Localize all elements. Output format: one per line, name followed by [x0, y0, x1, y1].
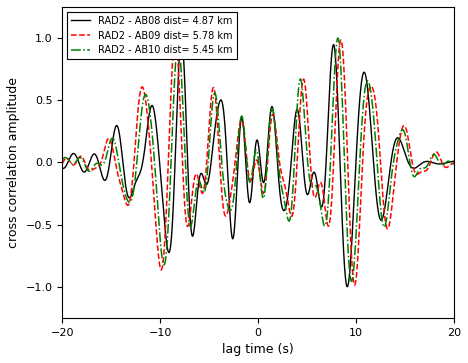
- RAD2 - AB10 dist= 5.45 km: [246, 175, 251, 179]
- RAD2 - AB10 dist= 5.45 km: [439, 163, 445, 167]
- RAD2 - AB10 dist= 5.45 km: [344, 223, 350, 228]
- RAD2 - AB09 dist= 5.78 km: [224, 212, 230, 216]
- RAD2 - AB09 dist= 5.78 km: [451, 160, 457, 165]
- RAD2 - AB09 dist= 5.78 km: [59, 162, 65, 166]
- RAD2 - AB09 dist= 5.78 km: [344, 138, 350, 142]
- RAD2 - AB10 dist= 5.45 km: [349, 279, 354, 284]
- RAD2 - AB10 dist= 5.45 km: [335, 36, 341, 40]
- RAD2 - AB08 dist= 4.87 km: [451, 159, 457, 163]
- RAD2 - AB09 dist= 5.78 km: [352, 283, 358, 287]
- Line: RAD2 - AB10 dist= 5.45 km: RAD2 - AB10 dist= 5.45 km: [62, 38, 454, 281]
- RAD2 - AB08 dist= 4.87 km: [420, 160, 425, 165]
- RAD2 - AB10 dist= 5.45 km: [420, 166, 425, 170]
- RAD2 - AB08 dist= 4.87 km: [179, 36, 184, 40]
- Y-axis label: cross correlation amplitude: cross correlation amplitude: [7, 77, 20, 248]
- Legend: RAD2 - AB08 dist= 4.87 km, RAD2 - AB09 dist= 5.78 km, RAD2 - AB10 dist= 5.45 km: RAD2 - AB08 dist= 4.87 km, RAD2 - AB09 d…: [67, 12, 237, 59]
- RAD2 - AB08 dist= 4.87 km: [439, 162, 445, 166]
- RAD2 - AB10 dist= 5.45 km: [59, 158, 65, 162]
- RAD2 - AB08 dist= 4.87 km: [59, 166, 65, 170]
- Line: RAD2 - AB09 dist= 5.78 km: RAD2 - AB09 dist= 5.78 km: [62, 38, 454, 285]
- Line: RAD2 - AB08 dist= 4.87 km: RAD2 - AB08 dist= 4.87 km: [62, 38, 454, 287]
- RAD2 - AB09 dist= 5.78 km: [173, 36, 178, 40]
- RAD2 - AB10 dist= 5.45 km: [224, 200, 230, 204]
- RAD2 - AB08 dist= 4.87 km: [224, 156, 230, 160]
- RAD2 - AB09 dist= 5.78 km: [439, 161, 445, 165]
- RAD2 - AB10 dist= 5.45 km: [451, 162, 457, 167]
- RAD2 - AB09 dist= 5.78 km: [246, 171, 251, 176]
- RAD2 - AB09 dist= 5.78 km: [420, 169, 425, 174]
- RAD2 - AB10 dist= 5.45 km: [227, 208, 233, 212]
- RAD2 - AB08 dist= 4.87 km: [227, 214, 233, 218]
- RAD2 - AB09 dist= 5.78 km: [227, 197, 233, 201]
- RAD2 - AB08 dist= 4.87 km: [344, 284, 350, 289]
- RAD2 - AB08 dist= 4.87 km: [344, 285, 350, 289]
- X-axis label: lag time (s): lag time (s): [222, 343, 294, 356]
- RAD2 - AB08 dist= 4.87 km: [246, 196, 251, 200]
